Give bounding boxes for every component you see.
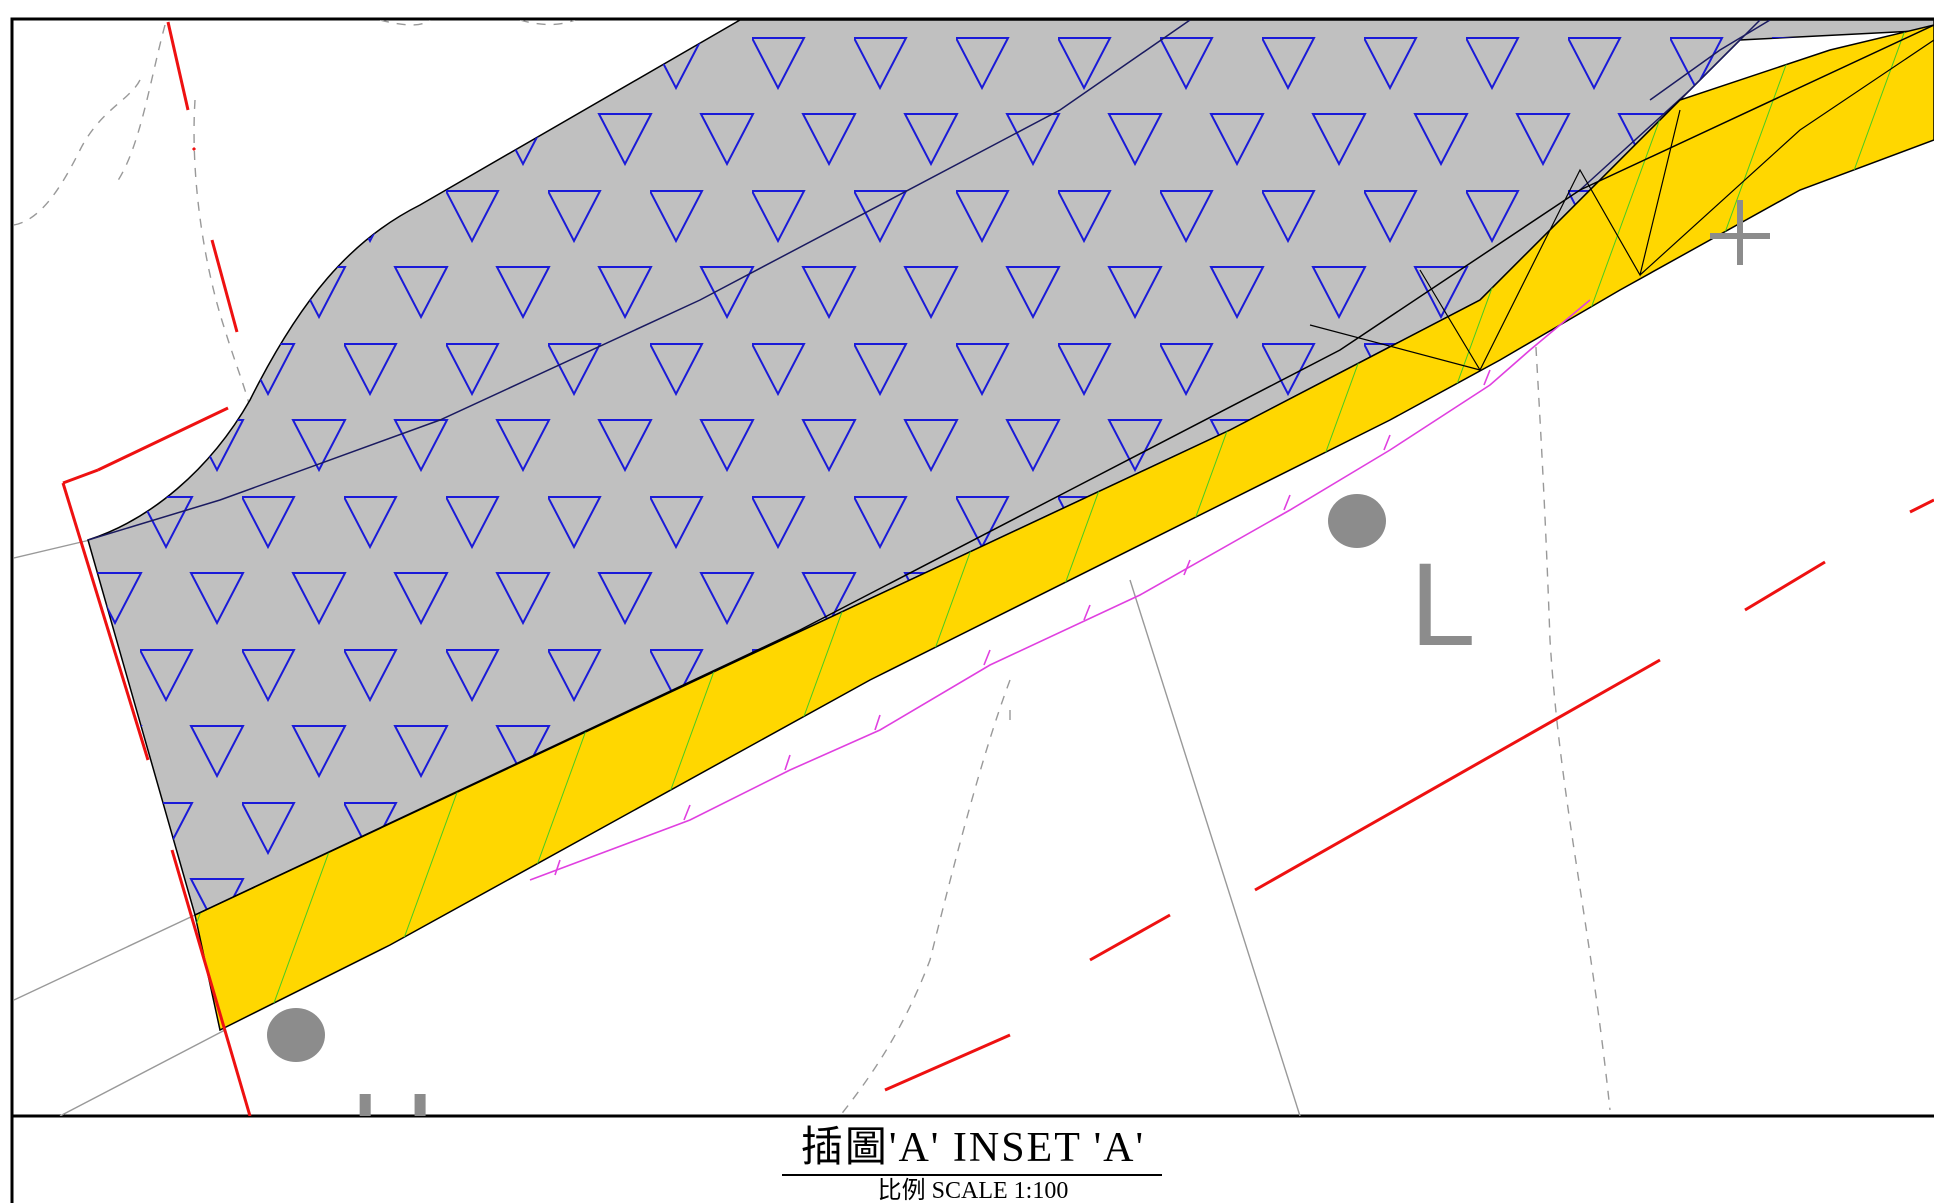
title-block: 插圖'A' INSET 'A' 比例 SCALE 1:100 — [12, 1116, 1934, 1204]
drawing-frame — [10, 17, 1934, 1203]
marker-dot — [267, 1008, 325, 1062]
map-label-l: L — [1410, 539, 1476, 671]
title-underline — [782, 1174, 1162, 1176]
red-boundary-lines — [61, 21, 1934, 1116]
plus-marker-icon — [1710, 200, 1770, 265]
scale-label: 比例 SCALE 1:100 — [877, 1178, 1069, 1204]
magenta-boundary — [529, 299, 1591, 881]
marker-dot — [1328, 494, 1386, 548]
survey-markers — [267, 200, 1770, 1062]
inset-title: 插圖'A' INSET 'A' — [800, 1125, 1146, 1171]
map-label-h: H — [350, 1069, 435, 1201]
background-linework — [14, 539, 1301, 1116]
